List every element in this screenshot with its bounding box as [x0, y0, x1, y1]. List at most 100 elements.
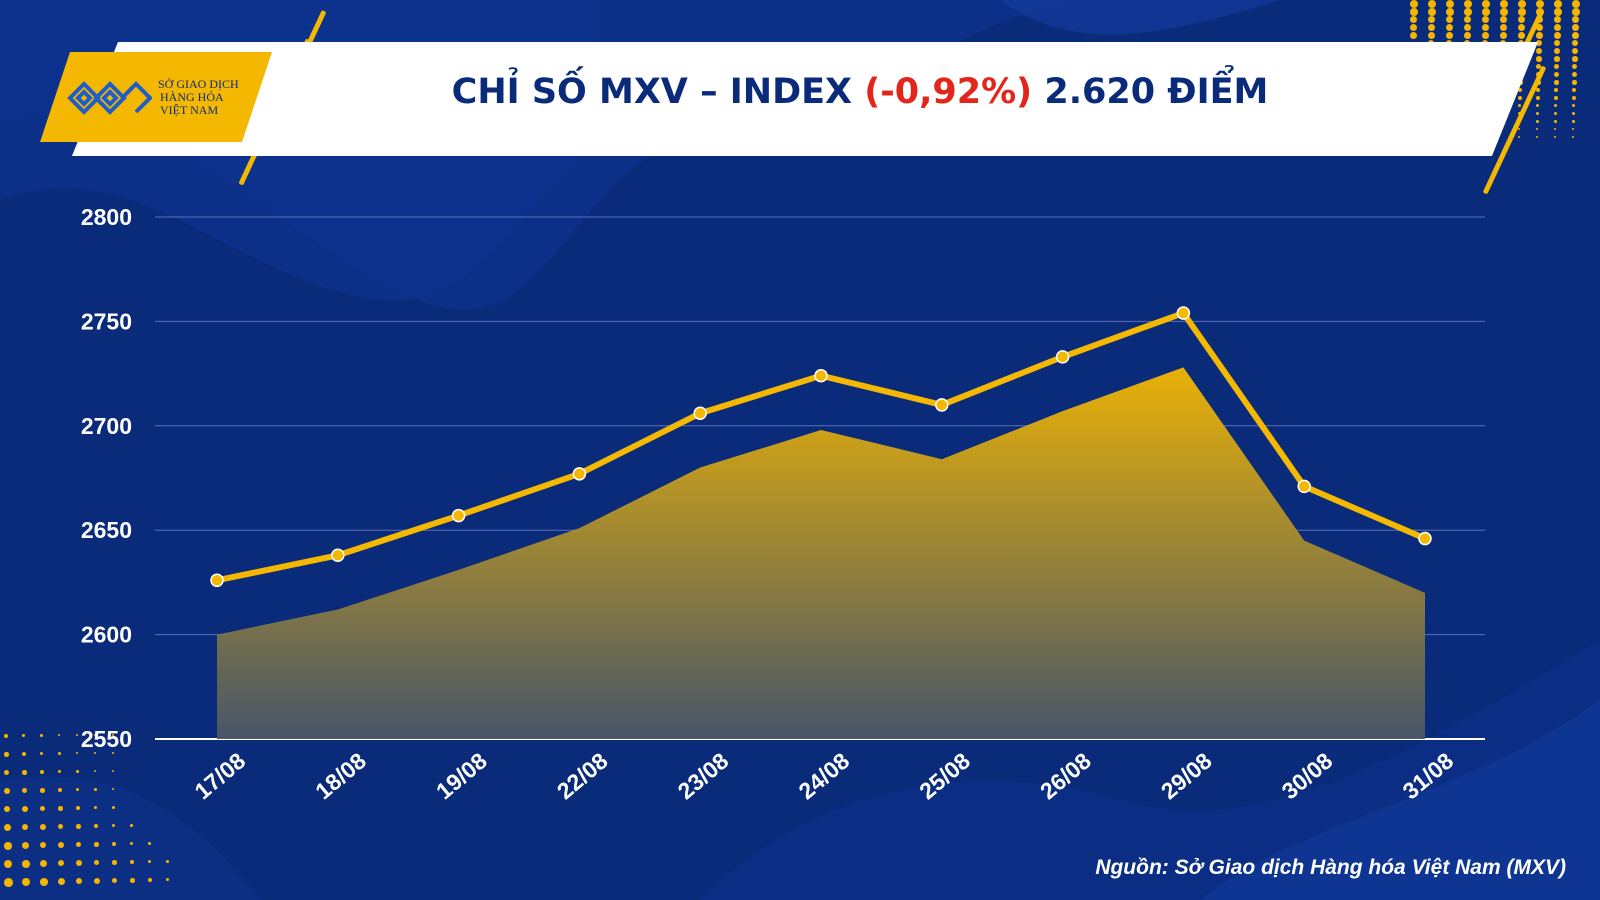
decor-dot	[112, 788, 115, 791]
decor-dot	[4, 806, 11, 813]
decor-dot	[1554, 128, 1557, 131]
decor-dot	[130, 824, 133, 827]
decor-dot	[22, 806, 28, 812]
decor-dot	[40, 860, 47, 867]
decor-dot	[40, 788, 45, 793]
x-tick-label: 29/08	[1156, 747, 1217, 804]
decor-dot	[58, 806, 63, 811]
decor-dot	[1428, 32, 1435, 39]
decor-dot	[1536, 112, 1540, 116]
decor-dot	[4, 860, 13, 869]
decor-dot	[1572, 24, 1579, 31]
decor-dot	[148, 878, 152, 882]
x-tick-label: 18/08	[310, 747, 371, 804]
decor-dot	[1572, 40, 1579, 47]
decor-dot	[4, 752, 9, 757]
decor-dot	[1464, 8, 1472, 16]
y-tick-label: 2700	[81, 413, 132, 439]
decor-dot	[112, 860, 117, 865]
x-tick-label: 24/08	[793, 747, 854, 804]
decor-dot	[1482, 8, 1490, 16]
decor-dot	[112, 842, 116, 846]
decor-dot	[40, 752, 44, 756]
decor-dot	[94, 842, 99, 847]
decor-dot	[22, 788, 28, 794]
decor-dot	[1428, 16, 1436, 24]
title-suffix: 2.620 ĐIỂM	[1032, 72, 1269, 112]
decor-dot	[1572, 0, 1580, 8]
decor-dot	[1554, 112, 1558, 116]
x-tick-label: 26/08	[1035, 747, 1096, 804]
decor-dot	[1554, 96, 1558, 100]
data-point	[572, 467, 587, 481]
decor-dot	[1518, 128, 1521, 131]
decor-dot	[1572, 104, 1576, 108]
decor-dot	[76, 770, 79, 773]
title-prefix: CHỈ SỐ MXV – INDEX	[451, 72, 865, 112]
decor-dot	[1554, 120, 1557, 123]
logo-wordmark: SỞ GIAO DỊCH HÀNG HÓA VIỆT NAM	[158, 78, 239, 117]
decor-dot	[1446, 32, 1453, 39]
decor-dot	[22, 752, 26, 756]
decor-dot	[1554, 104, 1558, 108]
decor-dot	[1554, 0, 1562, 8]
logo-line: HÀNG HÓA	[160, 90, 224, 104]
decor-dot	[1536, 40, 1543, 47]
decor-dot	[22, 842, 29, 849]
decor-dot	[1536, 88, 1541, 93]
decor-dot	[1572, 112, 1576, 116]
decor-dot	[1554, 80, 1559, 85]
decor-dot	[1572, 48, 1578, 54]
decor-dot	[22, 878, 31, 887]
decor-dot	[1482, 16, 1490, 24]
decor-dot	[1518, 8, 1526, 16]
decor-dot	[1536, 64, 1542, 70]
decor-dot	[1536, 120, 1539, 123]
decor-dot	[1554, 8, 1562, 16]
decor-dot	[58, 824, 64, 830]
decor-dot	[1518, 32, 1525, 39]
data-point	[693, 406, 707, 421]
decor-dot	[130, 842, 134, 846]
decor-dot	[94, 734, 96, 736]
decor-dot	[1554, 88, 1559, 93]
decor-dot	[1572, 64, 1578, 70]
decor-dot	[4, 770, 10, 776]
decor-dot	[1536, 56, 1542, 62]
decor-dot	[1464, 0, 1472, 8]
decor-dot	[1536, 128, 1539, 131]
decor-dot	[1410, 24, 1417, 31]
decor-dot	[1446, 24, 1453, 31]
data-point	[1055, 350, 1070, 364]
decor-dot	[94, 788, 97, 791]
decor-dot	[1554, 72, 1559, 77]
decor-dot	[112, 734, 114, 736]
x-tick-label: 22/08	[552, 747, 613, 804]
decor-dot	[112, 770, 114, 772]
x-tick-label: 19/08	[431, 747, 492, 804]
y-tick-label: 2800	[81, 204, 132, 230]
x-tick-label: 30/08	[1277, 747, 1338, 804]
decor-dot	[166, 860, 169, 863]
decor-dot	[1428, 8, 1436, 16]
x-tick-label: 31/08	[1397, 747, 1458, 804]
decor-dot	[1554, 32, 1561, 39]
decor-dot	[1518, 88, 1523, 93]
decor-dot	[166, 878, 170, 882]
decor-dot	[1464, 24, 1471, 31]
decor-dot	[40, 734, 43, 737]
data-point	[1418, 531, 1432, 546]
x-tick-label: 23/08	[673, 747, 734, 804]
decor-dot	[1554, 40, 1561, 47]
decor-dot	[40, 770, 44, 774]
decor-dot	[112, 824, 116, 828]
decor-dot	[1464, 16, 1472, 24]
decor-dot	[148, 860, 152, 864]
decor-dot	[76, 860, 82, 866]
decor-dot	[1554, 136, 1557, 139]
data-point	[1176, 306, 1191, 320]
decor-dot	[58, 842, 64, 848]
y-tick-label: 2550	[81, 726, 132, 752]
decor-dot	[4, 824, 11, 831]
